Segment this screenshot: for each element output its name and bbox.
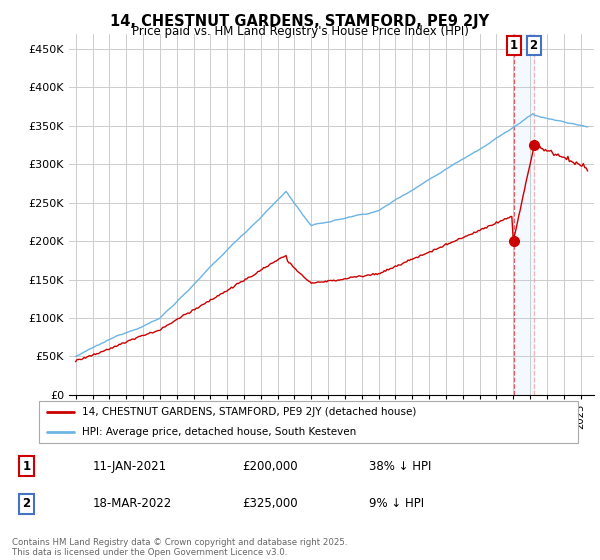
Text: Price paid vs. HM Land Registry's House Price Index (HPI): Price paid vs. HM Land Registry's House … [131, 25, 469, 38]
Text: 18-MAR-2022: 18-MAR-2022 [92, 497, 172, 510]
Text: £325,000: £325,000 [242, 497, 298, 510]
Text: 1: 1 [22, 460, 31, 473]
Text: 2: 2 [530, 39, 538, 52]
Text: HPI: Average price, detached house, South Kesteven: HPI: Average price, detached house, Sout… [82, 427, 356, 437]
Bar [514, 34, 533, 395]
Text: Contains HM Land Registry data © Crown copyright and database right 2025.
This d: Contains HM Land Registry data © Crown c… [12, 538, 347, 557]
Text: 11-JAN-2021: 11-JAN-2021 [92, 460, 167, 473]
Text: 2: 2 [22, 497, 31, 510]
FancyBboxPatch shape [39, 401, 578, 444]
Text: 1: 1 [510, 39, 518, 52]
Text: 14, CHESTNUT GARDENS, STAMFORD, PE9 2JY (detached house): 14, CHESTNUT GARDENS, STAMFORD, PE9 2JY … [82, 407, 417, 417]
Text: 38% ↓ HPI: 38% ↓ HPI [369, 460, 431, 473]
Text: 14, CHESTNUT GARDENS, STAMFORD, PE9 2JY: 14, CHESTNUT GARDENS, STAMFORD, PE9 2JY [110, 14, 490, 29]
Text: 9% ↓ HPI: 9% ↓ HPI [369, 497, 424, 510]
Text: £200,000: £200,000 [242, 460, 298, 473]
